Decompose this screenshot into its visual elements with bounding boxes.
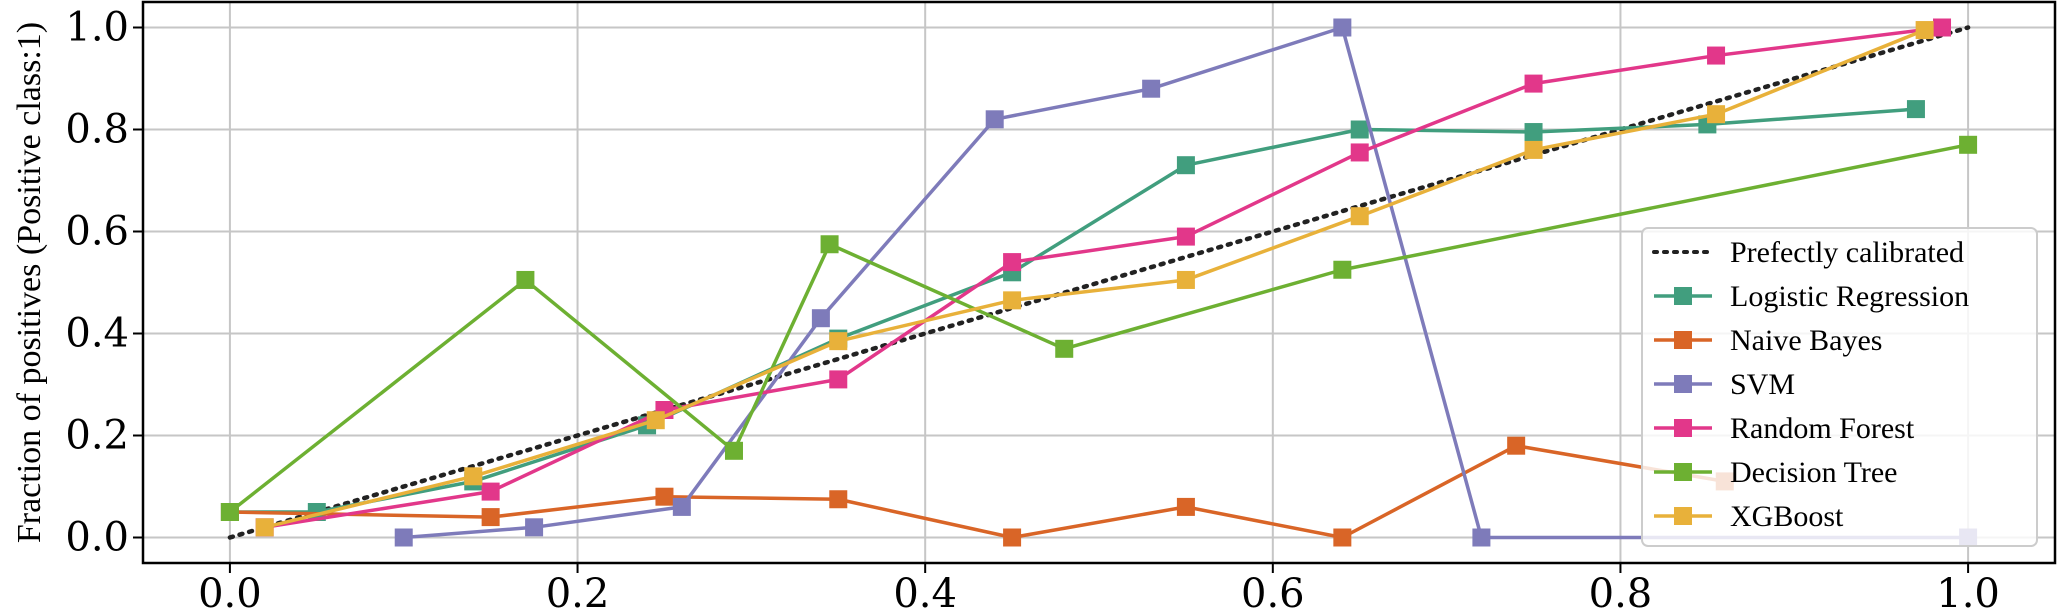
data-point: [1350, 207, 1369, 226]
data-point: [1707, 46, 1726, 65]
data-point: [1906, 100, 1925, 119]
data-point: [655, 487, 674, 506]
series-group: [220, 18, 1978, 547]
y-axis-label: Fraction of positives (Positive class:1): [11, 22, 48, 543]
y-tick-label: 0.2: [65, 413, 129, 459]
data-point: [820, 235, 839, 254]
x-tick-label: 0.0: [198, 571, 262, 615]
data-point: [1350, 120, 1369, 139]
legend-label: Random Forest: [1730, 412, 1915, 445]
data-point: [1350, 143, 1369, 162]
legend-swatch-marker: [1674, 419, 1692, 437]
data-point: [516, 270, 535, 289]
data-point: [1142, 79, 1161, 98]
data-point: [1003, 253, 1022, 272]
data-point: [1524, 123, 1543, 142]
y-tick-label: 0.6: [65, 209, 129, 255]
y-tick-label: 0.0: [65, 515, 129, 561]
legend-label: Naive Bayes: [1730, 324, 1882, 357]
series-line: [264, 25, 1943, 530]
data-point: [811, 309, 830, 328]
data-point: [1507, 436, 1526, 455]
reference-line-group: [227, 25, 1971, 540]
data-point: [829, 490, 848, 509]
data-point: [1707, 105, 1726, 124]
data-point: [829, 332, 848, 351]
legend-swatch-marker: [1674, 463, 1692, 481]
data-point: [1176, 270, 1195, 289]
data-point: [1933, 18, 1952, 37]
x-tick-label: 0.2: [546, 571, 610, 615]
data-point: [481, 482, 500, 501]
data-point: [1055, 339, 1074, 358]
plot-frame: [141, 0, 2057, 565]
data-point: [481, 508, 500, 527]
perfectly-calibrated-line: [227, 25, 1971, 540]
data-point: [1176, 497, 1195, 516]
data-point: [1333, 260, 1352, 279]
legend-label: Prefectly calibrated: [1730, 236, 1964, 269]
data-point: [1003, 528, 1022, 547]
series-4: [220, 135, 1978, 521]
data-point: [1472, 528, 1491, 547]
series-2: [394, 18, 1978, 547]
legend: Prefectly calibrated Logistic Regression N…: [1641, 227, 2038, 547]
legend-label: Logistic Regression: [1730, 280, 1969, 313]
data-point: [1524, 140, 1543, 159]
y-tick-label: 0.8: [65, 107, 129, 153]
data-point: [985, 110, 1004, 129]
data-point: [255, 518, 274, 537]
data-point: [464, 467, 483, 486]
x-tick-label: 0.6: [1241, 571, 1305, 615]
legend-box: [1641, 227, 2038, 547]
data-point: [1333, 18, 1352, 37]
data-point: [1176, 156, 1195, 175]
y-tick-label: 0.4: [65, 311, 129, 357]
series-5: [255, 21, 1934, 537]
data-point: [394, 528, 413, 547]
data-point: [646, 411, 665, 430]
data-point: [1959, 135, 1978, 154]
legend-label: Decision Tree: [1730, 456, 1898, 489]
y-tick-label: 1.0: [65, 5, 129, 51]
legend-swatch-marker: [1674, 287, 1692, 305]
data-point: [724, 441, 743, 460]
data-point: [1333, 528, 1352, 547]
legend-label: XGBoost: [1730, 500, 1844, 533]
data-point: [1003, 291, 1022, 310]
data-point: [1176, 227, 1195, 246]
legend-swatch-marker: [1674, 507, 1692, 525]
data-point: [1524, 74, 1543, 93]
data-point: [829, 370, 848, 389]
legend-swatch-marker: [1674, 375, 1692, 393]
x-tick-label: 0.8: [1589, 571, 1653, 615]
data-point: [1915, 21, 1934, 40]
data-point: [525, 518, 544, 537]
x-tick-label: 1.0: [1936, 571, 2000, 615]
legend-label: SVM: [1730, 368, 1795, 401]
data-point: [672, 497, 691, 516]
legend-swatch-marker: [1674, 331, 1692, 349]
data-point: [220, 503, 239, 521]
axis-ticks: 0.0 0.2 0.4 0.6 0.8 1.0 0.0 0.2 0.4 0.6 0.8 1.0: [65, 5, 2000, 615]
series-line: [264, 28, 1926, 529]
x-tick-label: 0.4: [893, 571, 957, 615]
